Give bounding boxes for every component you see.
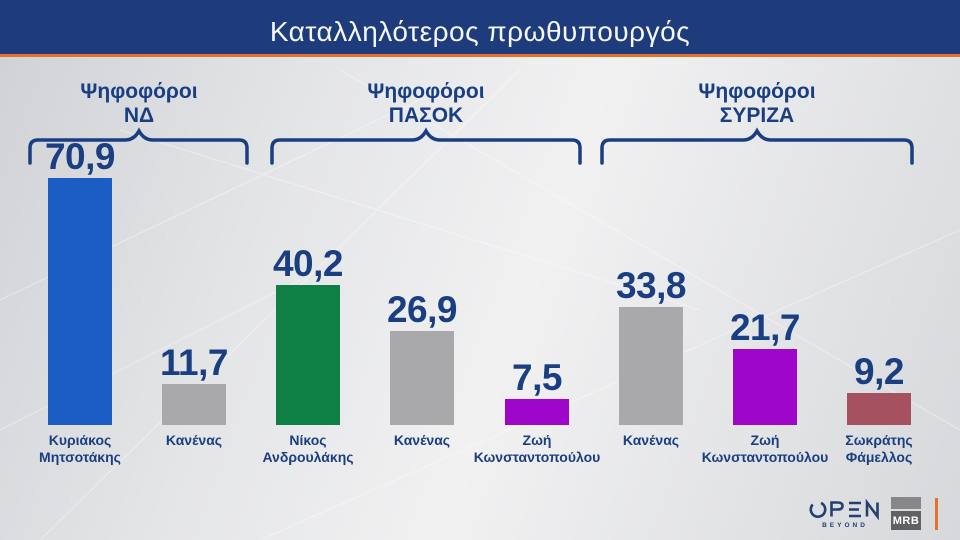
bar-value: 7,5 — [512, 357, 562, 398]
orange-divider — [935, 497, 938, 530]
bar-label: Κανένας — [393, 432, 451, 448]
bar — [48, 178, 112, 425]
bar-value: 9,2 — [854, 351, 904, 392]
bar-value: 33,8 — [615, 265, 687, 306]
bar-label: Ζωή Κωνσταντοπούλου — [701, 432, 829, 465]
bar-label: Κανένας — [622, 432, 680, 448]
bar-value: 70,9 — [44, 136, 116, 177]
group-bracket — [270, 127, 582, 165]
bar-value: 40,2 — [272, 243, 344, 284]
bar-label: Κυριάκος Μητσοτάκης — [39, 432, 121, 465]
footer-logos: BEYOND MRB — [809, 497, 938, 530]
mrb-logo-bar — [891, 497, 921, 509]
open-logo-tagline: BEYOND — [822, 521, 868, 529]
bar — [505, 399, 569, 425]
mrb-logo-text: MRB — [891, 511, 921, 530]
group-header-pasok: Ψηφοφόροι ΠΑΣΟΚ — [367, 80, 485, 127]
bar — [276, 285, 340, 425]
bar-label: Ζωή Κωνσταντοπούλου — [473, 432, 601, 465]
bar — [847, 393, 911, 425]
bar — [390, 331, 454, 425]
mrb-agency-logo: MRB — [891, 497, 921, 530]
bar-label: Νίκος Ανδρουλάκης — [262, 432, 354, 465]
open-logo-icon — [809, 498, 879, 520]
bar — [733, 349, 797, 425]
bar-value: 11,7 — [160, 342, 228, 383]
bar-label: Κανένας — [165, 432, 223, 448]
group-bracket — [28, 127, 249, 165]
bar-value: 21,7 — [729, 307, 801, 348]
bar — [162, 384, 226, 425]
chart-title: Καταλληλότερος πρωθυπουργός — [269, 16, 691, 47]
bar-label: Σωκράτης Φάμελλος — [845, 432, 913, 465]
group-bracket — [600, 127, 914, 165]
group-header-nd: Ψηφοφόροι ΝΔ — [80, 80, 198, 127]
bar — [619, 307, 683, 425]
bar-value: 26,9 — [386, 289, 458, 330]
open-channel-logo: BEYOND — [809, 498, 881, 529]
title-bar: Καταλληλότερος πρωθυπουργός — [0, 0, 960, 57]
group-header-syriza: Ψηφοφόροι ΣΥΡΙΖΑ — [698, 80, 816, 127]
